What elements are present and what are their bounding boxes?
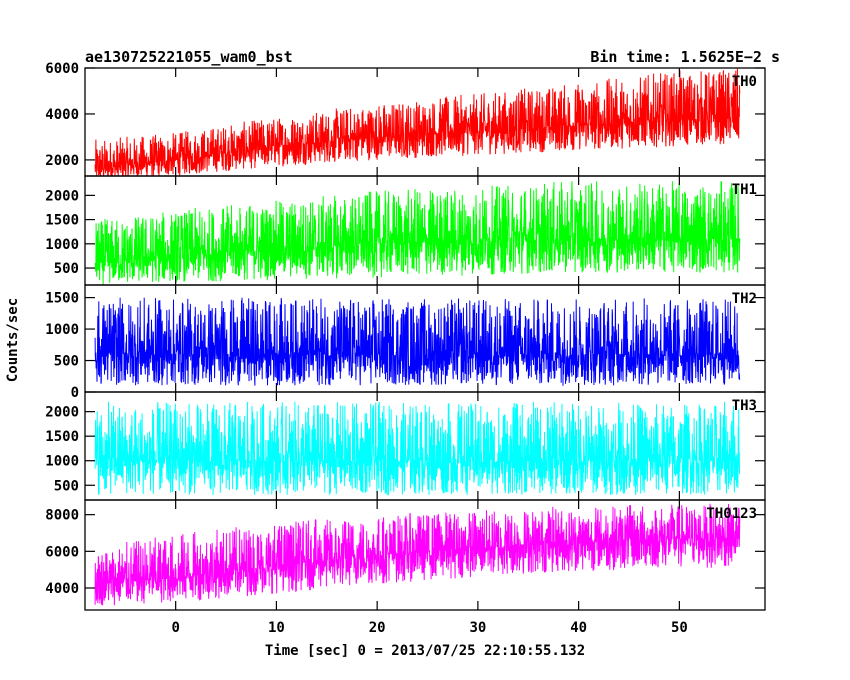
y-tick-label-th2: 1500 bbox=[45, 291, 79, 307]
y-tick-label-th2: 1000 bbox=[45, 322, 79, 338]
x-tick-label: 40 bbox=[570, 620, 587, 636]
y-tick-label-th3: 1500 bbox=[45, 429, 79, 445]
y-tick-label-th1: 1000 bbox=[45, 237, 79, 253]
panel-th0123: 4000 6000 8000 TH0123 bbox=[45, 499, 766, 611]
y-tick-label-th2: 0 bbox=[71, 385, 79, 401]
panel-th1: 500 1000 1500 2000 TH1 bbox=[45, 175, 766, 286]
panel-th2: 0 500 1000 1500 TH2 bbox=[45, 284, 766, 401]
chart-title: ae130725221055_wam0_bst bbox=[85, 48, 293, 66]
y-tick-label-th0123: 6000 bbox=[45, 544, 79, 560]
panel-th3: 500 1000 1500 2000 TH3 bbox=[45, 391, 766, 501]
y-tick-label-th1: 1500 bbox=[45, 213, 79, 229]
y-tick-label-th0: 6000 bbox=[45, 61, 79, 77]
y-tick-label-th3: 1000 bbox=[45, 454, 79, 470]
panel-label-th0123: TH0123 bbox=[706, 506, 757, 522]
series-line-th1 bbox=[94, 181, 741, 285]
series-line-th2 bbox=[94, 297, 741, 386]
panel-label-th3: TH3 bbox=[732, 398, 757, 414]
x-axis-label: Time [sec] 0 = 2013/07/25 22:10:55.132 bbox=[265, 643, 585, 659]
y-tick-label-th2: 500 bbox=[54, 354, 79, 370]
y-tick-label-th0123: 8000 bbox=[45, 508, 79, 524]
series-line-th0123 bbox=[94, 503, 741, 606]
series-line-th3 bbox=[94, 401, 741, 496]
y-axis-label: Counts/sec bbox=[5, 298, 21, 382]
x-tick-label: 10 bbox=[268, 620, 285, 636]
y-tick-label-th1: 2000 bbox=[45, 188, 79, 204]
x-tick-label: 20 bbox=[369, 620, 386, 636]
bin-time-label: Bin time: 1.5625E−2 s bbox=[590, 48, 780, 66]
x-tick-label: 0 bbox=[171, 620, 179, 636]
y-tick-label-th0: 4000 bbox=[45, 107, 79, 123]
x-tick-label: 30 bbox=[469, 620, 486, 636]
y-tick-label-th3: 2000 bbox=[45, 405, 79, 421]
panel-label-th2: TH2 bbox=[732, 291, 757, 307]
panel-frame-th0123 bbox=[84, 499, 766, 611]
y-tick-label-th1: 500 bbox=[54, 261, 79, 277]
panel-label-th0: TH0 bbox=[732, 74, 757, 90]
y-tick-label-th0: 2000 bbox=[45, 153, 79, 169]
panel-th0: 2000 4000 6000 TH0 bbox=[45, 61, 766, 177]
y-tick-label-th0123: 4000 bbox=[45, 581, 79, 597]
x-tick-label: 50 bbox=[671, 620, 688, 636]
series-line-th0 bbox=[94, 68, 741, 176]
y-tick-label-th3: 500 bbox=[54, 478, 79, 494]
panel-label-th1: TH1 bbox=[732, 182, 757, 198]
